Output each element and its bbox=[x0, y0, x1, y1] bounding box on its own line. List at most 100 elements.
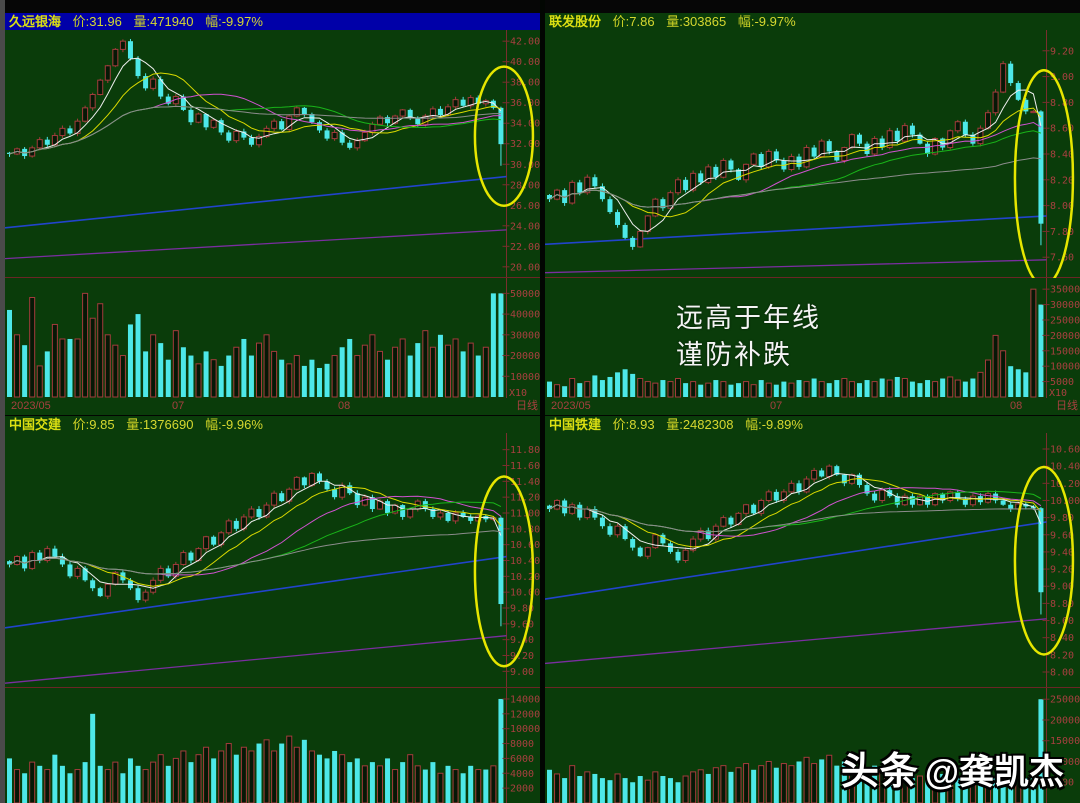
candle-body bbox=[728, 160, 734, 170]
volume-bar bbox=[780, 763, 787, 803]
chart-panel-jiuyuan-yinhai[interactable]: 久远银海 价:31.96 量:471940 幅:-9.97% 42.00 40.0… bbox=[5, 13, 540, 415]
volume-bar bbox=[460, 773, 466, 803]
volume-label: 量: bbox=[133, 14, 151, 29]
period-label[interactable]: 日线 bbox=[1056, 400, 1078, 412]
volume-bar bbox=[962, 381, 968, 397]
stock-title-bar[interactable]: 中国交建 价:9.85 量:1376690 幅:-9.96% bbox=[5, 416, 540, 433]
volume-chart[interactable]: 50000 40000 30000 20000 10000 X10 bbox=[5, 278, 540, 398]
volume-axis-label: 5000 bbox=[1050, 778, 1074, 789]
candle-body bbox=[705, 166, 712, 183]
volume-bar bbox=[985, 775, 992, 803]
volume-bar bbox=[271, 750, 278, 803]
volume-bar bbox=[879, 378, 885, 397]
volume-bar bbox=[475, 769, 482, 803]
candle-body bbox=[682, 549, 689, 562]
volume-chart[interactable]: 14000 12000 10000 8000 6000 4000 2000 bbox=[5, 688, 540, 803]
price-axis-label: 9.00 bbox=[1050, 72, 1074, 83]
candle-body bbox=[498, 517, 504, 605]
candle-body bbox=[713, 166, 719, 178]
volume-bar bbox=[644, 779, 651, 803]
chart-panel-lianfa-gufen[interactable]: 联发股份 价:7.86 量:303865 幅:-9.97% 9.20 9.00 8.… bbox=[545, 13, 1080, 415]
volume-value: 2482308 bbox=[682, 417, 734, 432]
candle-body bbox=[293, 107, 300, 117]
candlestick-chart[interactable]: 11.80 11.60 11.40 11.20 11.00 10.80 10.60 10.40… bbox=[5, 433, 540, 688]
candle-body bbox=[879, 138, 885, 148]
candle-body bbox=[67, 128, 73, 134]
price-axis-label: 24.00 bbox=[510, 221, 540, 232]
stock-title-bar[interactable]: 久远银海 价:31.96 量:471940 幅:-9.97% bbox=[5, 13, 540, 30]
x-axis-row: 2023/05 07 08 日线 bbox=[5, 398, 540, 415]
price-axis-label: 11.00 bbox=[510, 509, 540, 520]
volume-bar bbox=[211, 758, 217, 803]
candle-body bbox=[142, 591, 149, 601]
candle-body bbox=[180, 552, 187, 565]
volume-bar bbox=[127, 324, 133, 397]
candle-body bbox=[468, 516, 474, 521]
volume-chart[interactable]: 25000 20000 15000 10000 5000 bbox=[545, 688, 1080, 803]
volume-bar bbox=[51, 323, 58, 398]
candle-body bbox=[637, 547, 643, 557]
volume-bar bbox=[293, 746, 300, 803]
volume-bar bbox=[301, 365, 307, 397]
volume-bar bbox=[886, 379, 893, 398]
volume-bar bbox=[195, 754, 202, 803]
ma5-line bbox=[9, 57, 502, 155]
volume-axis-label: 2000 bbox=[510, 784, 534, 795]
highlight-ellipse bbox=[1013, 69, 1075, 278]
candle-body bbox=[1015, 83, 1021, 100]
candle-body bbox=[856, 474, 862, 486]
candle-body bbox=[667, 192, 674, 209]
volume-bar bbox=[992, 334, 999, 398]
price-axis-label: 11.20 bbox=[510, 493, 540, 504]
candle-body bbox=[683, 179, 689, 191]
stock-title-bar[interactable]: 中国铁建 价:8.93 量:2482308 幅:-9.89% bbox=[545, 416, 1080, 433]
period-label[interactable]: 日线 bbox=[516, 400, 538, 412]
price-axis-label: 9.40 bbox=[510, 635, 534, 646]
candle-body bbox=[316, 473, 322, 482]
candles-group bbox=[547, 464, 1044, 615]
volume-bar bbox=[460, 351, 466, 397]
volume-bar bbox=[490, 765, 497, 803]
stock-title-bar[interactable]: 联发股份 价:7.86 量:303865 幅:-9.97% bbox=[545, 13, 1080, 30]
candlestick-chart[interactable]: 9.209.008.808.608.408.208.007.807.60 bbox=[545, 30, 1080, 278]
volume-bar bbox=[615, 372, 621, 397]
volume-bar bbox=[226, 355, 232, 397]
volume-label: 量: bbox=[666, 417, 683, 432]
volume-bar bbox=[59, 765, 65, 803]
price-axis-label: 10.40 bbox=[510, 556, 540, 567]
candle-body bbox=[36, 139, 43, 149]
volume-axis-label: 40000 bbox=[510, 310, 540, 321]
candle-body bbox=[104, 65, 111, 81]
volume-bar bbox=[120, 773, 126, 803]
volume-bar bbox=[728, 384, 734, 397]
candle-body bbox=[97, 588, 103, 597]
candle-body bbox=[1000, 500, 1006, 505]
volume-bar bbox=[894, 771, 900, 803]
candle-body bbox=[796, 156, 802, 167]
volume-bar bbox=[743, 381, 750, 398]
change-value: -9.89% bbox=[761, 417, 803, 432]
volume-bar bbox=[758, 765, 765, 803]
price-axis-label: 34.00 bbox=[510, 119, 540, 130]
volume-axis-label: 12000 bbox=[510, 709, 540, 720]
volume-bar bbox=[1008, 776, 1014, 803]
volume-bar bbox=[637, 378, 644, 398]
volume-bar bbox=[834, 380, 840, 397]
volume-bar bbox=[7, 309, 12, 397]
volume-bar bbox=[369, 334, 376, 398]
volume-bar bbox=[697, 769, 704, 803]
candle-body bbox=[452, 512, 459, 522]
candle-body bbox=[773, 491, 779, 501]
chart-panel-zhongguo-tiejian[interactable]: 中国铁建 价:8.93 量:2482308 幅:-9.89% 10.60 10.4… bbox=[545, 415, 1080, 803]
chart-panel-zhongguo-jiaojian[interactable]: 中国交建 价:9.85 量:1376690 幅:-9.96% 11.80 11.6… bbox=[5, 415, 540, 803]
candlestick-chart[interactable]: 10.60 10.40 10.20 10.00 9.80 9.60 9.40 9.20 9.00… bbox=[545, 433, 1080, 688]
candles-group bbox=[7, 471, 504, 627]
x-axis-label: 08 bbox=[338, 400, 351, 412]
candlestick-chart[interactable]: 42.0040.0038.0036.0034.0032.0030.0028.00… bbox=[5, 30, 540, 278]
volume-axis-label: 15000 bbox=[1050, 736, 1080, 747]
volume-bar bbox=[339, 347, 345, 397]
volume-bar bbox=[788, 765, 795, 803]
candle-body bbox=[263, 127, 270, 138]
volume-bar bbox=[180, 347, 186, 397]
